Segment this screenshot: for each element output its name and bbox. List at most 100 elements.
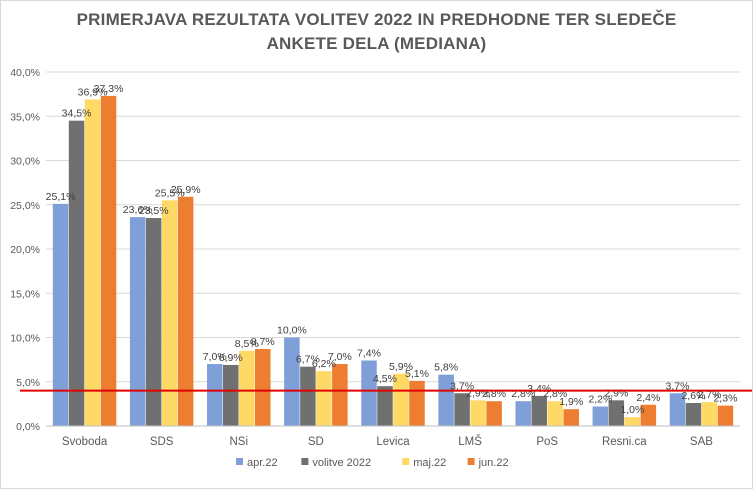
bar xyxy=(531,395,547,426)
bar xyxy=(563,409,579,426)
x-tick-label: SDS xyxy=(150,436,174,448)
data-label: 36,9% xyxy=(78,86,108,98)
bar xyxy=(486,401,502,426)
bar xyxy=(177,196,194,426)
y-tick-label: 0,0% xyxy=(16,421,40,433)
bar xyxy=(547,401,563,426)
data-label: 1,0% xyxy=(620,404,644,416)
y-tick-label: 10,0% xyxy=(10,333,40,345)
data-label: 25,1% xyxy=(46,191,76,203)
bar xyxy=(592,406,609,426)
bar xyxy=(393,373,409,426)
data-label: 2,3% xyxy=(713,393,737,405)
data-labels: 25,1% 34,5% 36,9%37,3% 23,6%23,5% 25,5%25,9%… xyxy=(46,83,738,416)
data-label: 3,7% xyxy=(665,380,689,392)
data-label: 34,5% xyxy=(62,108,92,120)
data-label: 6,9% xyxy=(219,352,243,364)
x-tick-label: SD xyxy=(308,436,324,448)
gridlines xyxy=(46,71,740,383)
bar xyxy=(608,400,625,426)
data-label: 5,8% xyxy=(434,362,458,374)
y-tick-label: 35,0% xyxy=(10,111,40,123)
bar xyxy=(701,402,718,426)
bar xyxy=(624,417,641,426)
bar xyxy=(685,402,702,426)
bar xyxy=(316,371,332,426)
x-tick-label: Levica xyxy=(376,436,410,448)
data-label: 25,9% xyxy=(171,184,201,196)
legend-swatch xyxy=(467,458,475,465)
data-label: 25,5% xyxy=(155,187,185,199)
bar xyxy=(361,360,377,426)
data-label: 5,1% xyxy=(405,368,429,380)
bar xyxy=(438,374,454,426)
data-label: 7,4% xyxy=(357,348,381,360)
bar xyxy=(717,405,734,426)
bar xyxy=(145,218,162,426)
y-axis: 0,0% 5,0% 10,0% 15,0% 20,0% 25,0% 30,0% 35,0% 40… xyxy=(10,67,40,433)
data-label: 7,0% xyxy=(203,351,227,363)
data-label: 2,6% xyxy=(681,390,705,402)
data-label: 37,3% xyxy=(94,83,124,95)
x-tick-label: PoS xyxy=(536,436,558,448)
y-tick-label: 15,0% xyxy=(10,288,40,300)
bar xyxy=(84,99,101,426)
x-tick-label: Svoboda xyxy=(62,436,108,448)
legend-swatch xyxy=(301,458,309,465)
data-label: 2,4% xyxy=(636,392,660,404)
bar xyxy=(409,380,425,426)
chart-title: PRIMERJAVA REZULTATA VOLITEV 2022 IN PRE… xyxy=(76,10,677,53)
bar xyxy=(454,393,470,426)
bar xyxy=(284,337,300,426)
bar xyxy=(68,120,85,427)
legend-swatch xyxy=(402,458,410,465)
legend: apr.22 volitve 2022 maj.22 jun.22 xyxy=(236,457,509,469)
bar xyxy=(161,200,178,426)
bar xyxy=(515,401,531,426)
x-tick-label: LMŠ xyxy=(458,435,482,448)
x-axis: Svoboda SDS NSi SD Levica LMŠ PoS Resni.ca SAB xyxy=(46,425,740,448)
data-label: 7,0% xyxy=(328,351,352,363)
data-label: 6,7% xyxy=(296,354,320,366)
bar xyxy=(300,366,316,426)
bar xyxy=(669,393,686,426)
bar xyxy=(332,364,348,426)
legend-label: jun.22 xyxy=(478,457,509,469)
y-tick-label: 5,0% xyxy=(16,377,40,389)
data-label: 2,9% xyxy=(604,387,628,399)
data-label: 2,7% xyxy=(697,389,721,401)
data-label: 5,9% xyxy=(389,361,413,373)
x-tick-label: NSi xyxy=(230,436,249,448)
bar xyxy=(100,95,117,427)
legend-label: maj.22 xyxy=(413,457,446,469)
data-label: 8,5% xyxy=(235,338,259,350)
data-label: 10,0% xyxy=(277,325,307,337)
data-label: 6,2% xyxy=(312,358,336,370)
legend-label: apr.22 xyxy=(247,457,278,469)
bar xyxy=(207,364,223,426)
data-label: 2,2% xyxy=(588,394,612,406)
y-tick-label: 25,0% xyxy=(10,200,40,212)
bar xyxy=(640,404,657,426)
data-label: 8,7% xyxy=(251,336,275,348)
bar xyxy=(223,364,239,426)
bar xyxy=(470,400,486,426)
bar xyxy=(239,350,255,426)
x-tick-label: SAB xyxy=(690,436,713,448)
y-tick-label: 20,0% xyxy=(10,244,40,256)
y-tick-label: 30,0% xyxy=(10,156,40,168)
bar xyxy=(255,349,271,426)
data-label: 23,5% xyxy=(139,205,169,217)
x-tick-label: Resni.ca xyxy=(602,436,647,448)
legend-swatch xyxy=(236,458,243,465)
legend-label: volitve 2022 xyxy=(312,457,371,469)
y-tick-label: 40,0% xyxy=(10,67,40,79)
bar xyxy=(377,386,393,426)
bar xyxy=(52,203,69,426)
data-label: 23,6% xyxy=(123,204,153,216)
bar xyxy=(129,217,146,426)
data-label: 4,5% xyxy=(373,373,397,385)
data-label: 1,9% xyxy=(559,396,583,408)
data-label: 3,7% xyxy=(450,380,474,392)
